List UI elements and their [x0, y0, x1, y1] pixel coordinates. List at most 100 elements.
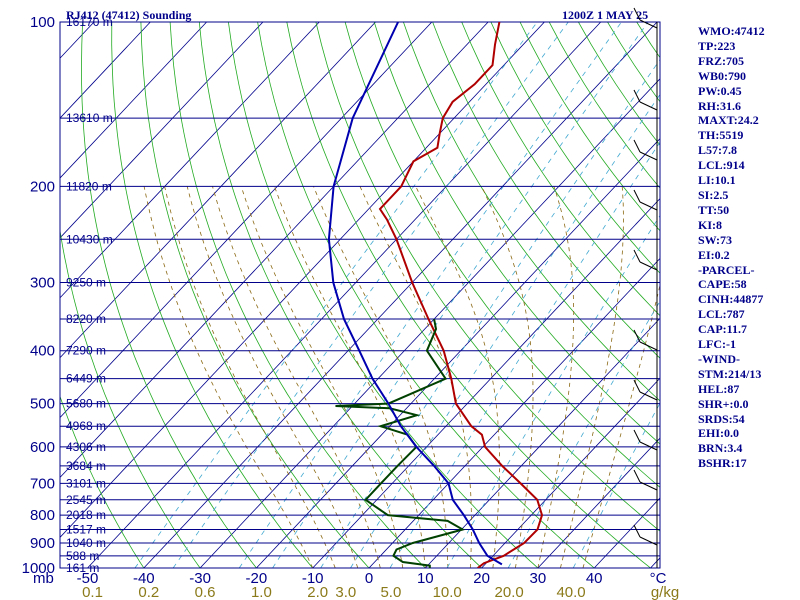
height-label: 9250 m — [66, 276, 106, 290]
temperature-tick-label: 40 — [586, 570, 603, 587]
temperature-tick-label: -20 — [246, 570, 268, 587]
wind-barb — [633, 89, 658, 111]
wind-barb — [633, 7, 658, 29]
moist-adiabat — [481, 186, 534, 568]
stat-item: SW:73 — [698, 232, 733, 247]
dry-adiabat — [783, 22, 800, 568]
chart-title: RJ412 (47412) Sounding — [66, 8, 192, 22]
stat-item: STM:214/13 — [698, 366, 762, 381]
wind-barb — [633, 139, 658, 161]
dry-adiabat — [228, 22, 539, 568]
stat-item: LCL:914 — [698, 158, 745, 173]
stat-item: WMO:47412 — [698, 24, 765, 38]
stat-item: -PARCEL- — [698, 262, 755, 277]
wind-barb — [633, 469, 658, 491]
stat-item: PW:0.45 — [698, 83, 742, 98]
mixing-ratio-tick-label: 0.6 — [195, 584, 216, 600]
stat-item: CAP:11.7 — [698, 322, 747, 337]
stat-item: CINH:44877 — [698, 292, 764, 307]
dry-adiabat — [169, 22, 426, 568]
isotherm-line — [312, 197, 660, 568]
isotherm-line — [60, 22, 264, 239]
stat-item: SHR+:0.0 — [698, 396, 749, 411]
temperature-tick-label: -30 — [189, 570, 211, 587]
isotherm-line — [60, 22, 320, 299]
dry-adiabat — [111, 22, 314, 568]
mixing-ratio-tick-label: 20.0 — [495, 584, 524, 600]
pressure-tick-label: 400 — [30, 343, 55, 360]
isotherm-line — [60, 22, 151, 119]
moist-adiabat — [212, 186, 381, 568]
isotherm-line — [87, 22, 602, 568]
height-label: 5680 m — [66, 397, 106, 411]
pressure-tick-label: 800 — [30, 507, 55, 524]
height-label: 4306 m — [66, 440, 106, 454]
isotherm-line — [425, 317, 660, 568]
temperature-tick-label: 20 — [473, 570, 490, 587]
stat-item: EHI:0.0 — [698, 426, 740, 441]
temperature-tick-label: -50 — [77, 570, 99, 587]
pressure-tick-label: 500 — [30, 396, 55, 413]
stat-item: KI:8 — [698, 217, 722, 232]
series-temperature-line — [378, 22, 544, 568]
height-label: 2545 m — [66, 493, 106, 507]
temperature-tick-label: 0 — [365, 570, 373, 587]
sounding-time: 1200Z 1 MAY 25 — [562, 8, 649, 22]
stat-item: TH:5519 — [698, 128, 744, 143]
moist-adiabat — [186, 186, 359, 568]
temperature-tick-label: -10 — [302, 570, 324, 587]
stat-item: SI:2.5 — [698, 187, 729, 202]
isotherm-line — [60, 22, 433, 419]
stat-item: L57:7.8 — [698, 143, 737, 158]
moist-adiabat — [164, 186, 336, 568]
height-label: 3101 m — [66, 476, 106, 490]
stat-item: CAPE:58 — [698, 277, 747, 292]
pressure-tick-label: 1000 — [22, 560, 55, 577]
temperature-tick-label: -40 — [133, 570, 155, 587]
height-label: 16170 m — [66, 15, 113, 29]
stat-item: EI:0.2 — [698, 247, 730, 262]
dry-adiabat — [578, 22, 660, 146]
height-label: 8220 m — [66, 312, 106, 326]
stat-item: RH:31.6 — [698, 98, 741, 113]
stat-item: WB0:790 — [698, 68, 746, 83]
wind-barb — [633, 249, 658, 271]
dry-adiabat-lines — [60, 22, 800, 568]
moist-adiabat — [415, 186, 500, 568]
mixing-ratio-tick-label: 2.0 — [307, 584, 328, 600]
height-label: 4968 m — [66, 419, 106, 433]
moist-adiabat — [582, 283, 660, 568]
height-label: 1517 m — [66, 522, 106, 536]
stat-item: BSHR:17 — [698, 456, 747, 471]
moist-adiabat — [143, 186, 314, 568]
plot-frame — [59, 21, 661, 569]
pressure-tick-label: 700 — [30, 475, 55, 492]
pressure-tick-label: 300 — [30, 275, 55, 292]
moist-adiabat — [240, 186, 404, 568]
height-label: 2018 m — [66, 508, 106, 522]
mixing-ratio-tick-label: 3.0 — [335, 584, 356, 600]
mixing-ratio-tick-label: 5.0 — [380, 584, 401, 600]
moist-adiabat — [359, 186, 472, 568]
isotherm-line — [143, 22, 658, 568]
wind-barb — [633, 524, 658, 546]
height-label: 1040 m — [66, 536, 106, 550]
stat-item: LCL:787 — [698, 307, 745, 322]
mixing-ratio-tick-label: 0.1 — [82, 584, 103, 600]
isotherm-line — [481, 377, 660, 568]
wind-barb — [633, 429, 658, 451]
sounding-traces — [327, 22, 544, 568]
isotherm-line — [199, 78, 660, 568]
isotherm-line — [60, 22, 376, 359]
moist-adiabat — [274, 186, 426, 568]
height-label: 6449 m — [66, 372, 106, 386]
series-dewpoint-line — [335, 318, 466, 568]
temperature-unit-label: °C — [650, 570, 667, 587]
y-axis-label: mb — [33, 570, 54, 587]
stat-item: TP:223 — [698, 38, 736, 53]
pressure-tick-label: 100 — [30, 14, 55, 31]
isotherm-line — [60, 22, 207, 179]
moist-adiabat — [537, 186, 575, 568]
